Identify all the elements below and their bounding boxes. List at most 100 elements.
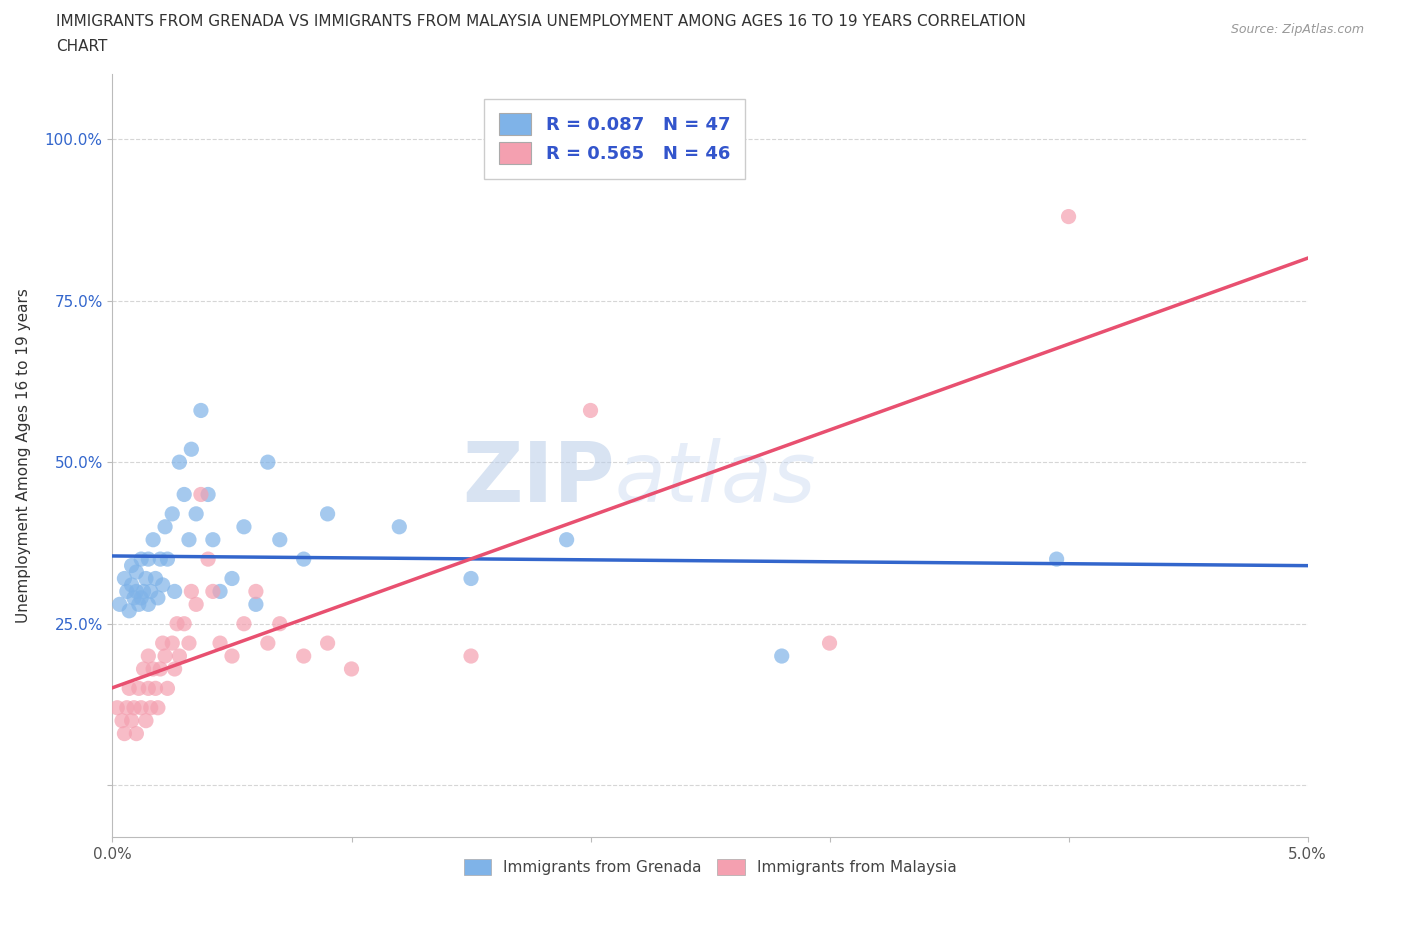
Point (105, 700, 128, 715)
Point (121, 558, 143, 573)
Point (292, 648, 315, 663)
Point (149, 661, 172, 676)
Point (114, 726, 135, 741)
Point (152, 578, 174, 592)
Point (139, 700, 162, 715)
Point (169, 648, 191, 663)
Point (233, 617, 256, 631)
Point (1057, 209, 1080, 224)
Text: IMMIGRANTS FROM GRENADA VS IMMIGRANTS FROM MALAYSIA UNEMPLOYMENT AMONG AGES 16 T: IMMIGRANTS FROM GRENADA VS IMMIGRANTS FR… (56, 14, 1026, 29)
Point (340, 661, 363, 676)
Point (156, 681, 179, 696)
Point (460, 571, 482, 586)
Point (156, 551, 179, 566)
Point (139, 584, 162, 599)
Point (121, 713, 143, 728)
Point (122, 591, 145, 605)
Point (180, 584, 202, 599)
Point (292, 551, 315, 566)
Point (125, 726, 148, 741)
Point (169, 455, 191, 470)
Point (125, 584, 148, 599)
Point (122, 700, 145, 715)
Point (114, 571, 135, 586)
Text: ZIP: ZIP (463, 438, 614, 519)
Point (197, 487, 219, 502)
Point (146, 700, 169, 715)
Point (125, 565, 148, 579)
Point (146, 591, 169, 605)
Point (153, 648, 176, 663)
Point (121, 578, 143, 592)
Point (138, 597, 160, 612)
Point (138, 648, 160, 663)
Point (111, 713, 134, 728)
Text: Source: ZipAtlas.com: Source: ZipAtlas.com (1230, 23, 1364, 36)
Point (221, 571, 243, 586)
Point (118, 604, 141, 618)
Point (145, 571, 167, 586)
Point (209, 584, 232, 599)
Point (770, 648, 793, 663)
Point (162, 636, 183, 651)
Point (180, 442, 202, 457)
Point (388, 519, 411, 534)
Point (135, 713, 157, 728)
Point (209, 636, 232, 651)
Point (118, 681, 141, 696)
Point (555, 532, 578, 547)
Point (579, 403, 602, 418)
Point (257, 455, 280, 470)
Point (152, 636, 174, 651)
Point (233, 519, 256, 534)
Point (818, 636, 841, 651)
Point (201, 532, 224, 547)
Legend: Immigrants from Grenada, Immigrants from Malaysia: Immigrants from Grenada, Immigrants from… (456, 852, 965, 883)
Point (173, 617, 195, 631)
Point (245, 584, 267, 599)
Point (163, 584, 186, 599)
Point (269, 617, 291, 631)
Point (128, 597, 150, 612)
Point (132, 661, 155, 676)
Point (186, 597, 208, 612)
Text: CHART: CHART (56, 39, 108, 54)
Point (177, 636, 200, 651)
Point (135, 571, 157, 586)
Point (177, 532, 200, 547)
Point (138, 681, 160, 696)
Point (257, 636, 280, 651)
Point (173, 487, 195, 502)
Point (166, 617, 188, 631)
Point (190, 487, 212, 502)
Point (129, 551, 152, 566)
Point (221, 648, 243, 663)
Point (153, 519, 176, 534)
Point (149, 551, 172, 566)
Point (245, 597, 267, 612)
Point (129, 591, 152, 605)
Point (190, 403, 212, 418)
Point (108, 597, 131, 612)
Point (162, 507, 183, 522)
Point (145, 681, 167, 696)
Point (129, 700, 152, 715)
Point (115, 584, 138, 599)
Point (1046, 551, 1069, 566)
Point (138, 551, 160, 566)
Point (142, 532, 165, 547)
Point (163, 661, 186, 676)
Point (316, 636, 339, 651)
Point (269, 532, 291, 547)
Point (201, 584, 224, 599)
Point (132, 584, 155, 599)
Point (128, 681, 150, 696)
Point (186, 507, 208, 522)
Point (197, 551, 219, 566)
Point (316, 507, 339, 522)
Y-axis label: Unemployment Among Ages 16 to 19 years: Unemployment Among Ages 16 to 19 years (15, 288, 31, 623)
Text: atlas: atlas (614, 438, 815, 519)
Point (115, 700, 138, 715)
Point (142, 661, 165, 676)
Point (460, 648, 482, 663)
